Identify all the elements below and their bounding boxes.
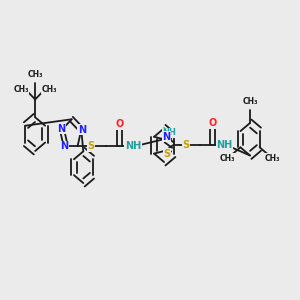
Text: S: S	[88, 141, 95, 151]
Text: NH: NH	[216, 140, 232, 150]
Text: O: O	[208, 118, 216, 128]
Text: CH₃: CH₃	[27, 70, 43, 79]
Text: CH₃: CH₃	[42, 85, 57, 94]
Text: NH: NH	[125, 141, 141, 151]
Text: CH₃: CH₃	[265, 154, 280, 163]
Text: N: N	[60, 141, 68, 151]
Text: O: O	[116, 119, 124, 129]
Text: NH: NH	[162, 128, 176, 137]
Text: CH₃: CH₃	[220, 154, 235, 163]
Text: CH₃: CH₃	[242, 97, 258, 106]
Text: N: N	[57, 124, 65, 134]
Text: N: N	[162, 132, 170, 142]
Text: S: S	[164, 148, 170, 159]
Text: CH₃: CH₃	[13, 85, 29, 94]
Text: S: S	[182, 140, 189, 150]
Text: N: N	[78, 124, 86, 135]
